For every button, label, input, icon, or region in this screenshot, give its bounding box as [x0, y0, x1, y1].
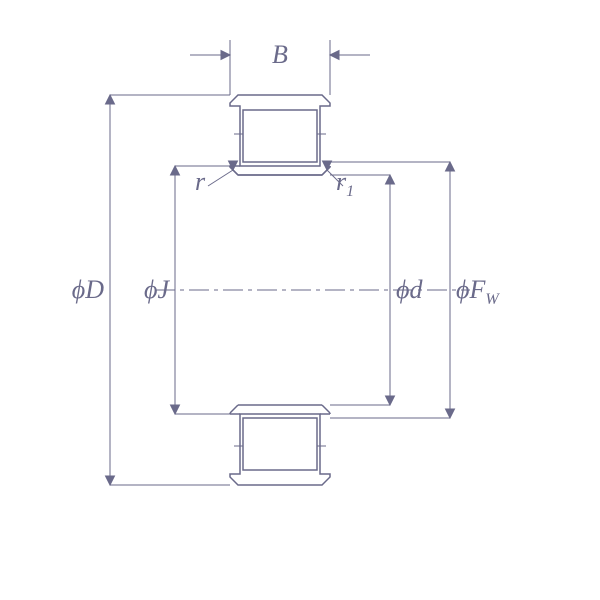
label-D: ϕD: [72, 275, 104, 304]
label-r: r: [195, 167, 206, 196]
label-Fw: ϕFW: [456, 275, 500, 308]
label-r1: r1: [336, 167, 354, 200]
label-d: ϕd: [396, 275, 423, 304]
bearing-cross-section-diagram: BϕD ϕJ ϕd ϕFW r r1: [0, 0, 600, 600]
label-B: B: [272, 40, 288, 69]
label-J: ϕJ: [144, 275, 170, 304]
